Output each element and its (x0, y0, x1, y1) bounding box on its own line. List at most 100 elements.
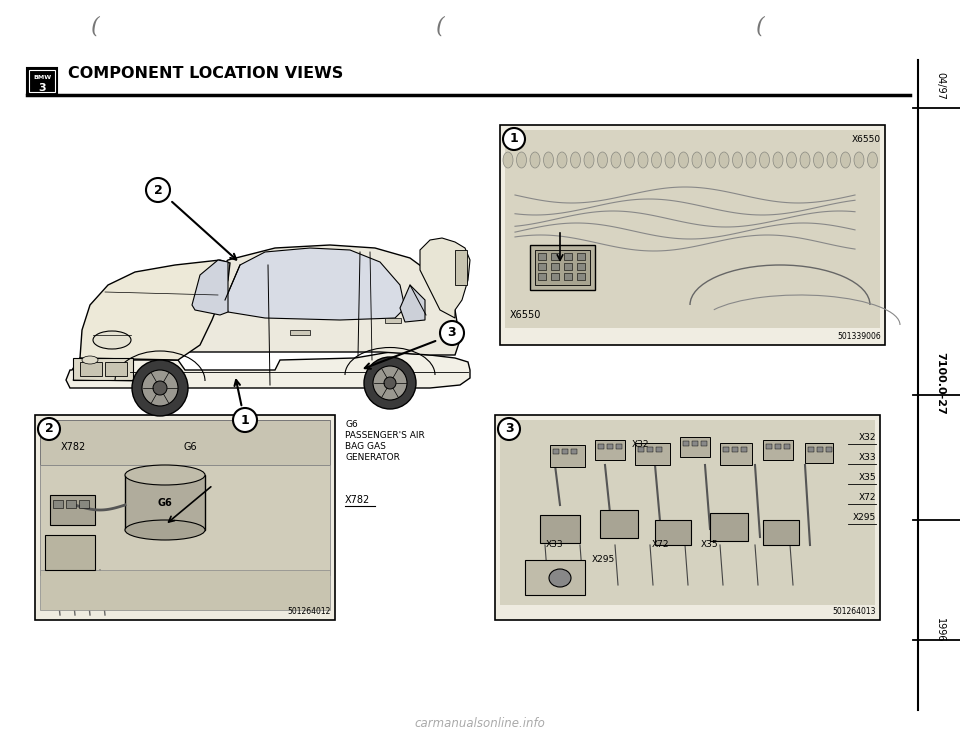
Bar (550, 445, 585, 467)
Bar (40, 420, 330, 465)
Bar (647, 447, 653, 452)
Bar (45, 535, 95, 570)
Text: 1: 1 (510, 132, 518, 146)
Text: X6550: X6550 (852, 135, 881, 144)
Bar (538, 253, 546, 260)
Bar (701, 441, 707, 446)
Ellipse shape (543, 152, 554, 168)
Text: X35: X35 (858, 473, 876, 482)
Ellipse shape (625, 152, 635, 168)
Text: 501264013: 501264013 (832, 607, 876, 616)
Text: 3: 3 (38, 83, 46, 93)
Bar (826, 447, 832, 452)
Polygon shape (192, 260, 228, 315)
Bar (530, 245, 595, 290)
Ellipse shape (530, 152, 540, 168)
Text: PASSENGER'S AIR: PASSENGER'S AIR (345, 431, 424, 440)
Bar (53, 500, 63, 508)
Polygon shape (400, 285, 425, 322)
Bar (73, 358, 133, 380)
Ellipse shape (584, 152, 594, 168)
Bar (763, 440, 793, 460)
Bar (551, 273, 559, 280)
Bar (562, 449, 568, 454)
Bar (775, 444, 781, 449)
Bar (79, 500, 89, 508)
Bar (551, 253, 559, 260)
Ellipse shape (746, 152, 756, 168)
Ellipse shape (516, 152, 526, 168)
Polygon shape (80, 260, 230, 360)
Text: X6550: X6550 (510, 310, 541, 320)
Circle shape (503, 128, 525, 150)
Bar (710, 513, 748, 541)
Circle shape (498, 418, 520, 440)
Circle shape (38, 418, 60, 440)
Text: 501339006: 501339006 (837, 332, 881, 341)
Bar (500, 125, 885, 345)
Bar (598, 444, 604, 449)
Ellipse shape (549, 569, 571, 587)
Bar (808, 447, 814, 452)
Bar (577, 263, 585, 270)
Bar (607, 444, 613, 449)
Bar (692, 441, 698, 446)
Ellipse shape (827, 152, 837, 168)
Bar (720, 443, 752, 465)
Text: 1: 1 (241, 414, 250, 426)
Bar (553, 449, 559, 454)
Bar (683, 441, 689, 446)
Polygon shape (80, 245, 460, 360)
Ellipse shape (557, 152, 567, 168)
Text: X72: X72 (858, 493, 876, 502)
Bar (540, 515, 580, 543)
Bar (805, 443, 833, 463)
Bar (105, 362, 127, 376)
Ellipse shape (125, 520, 205, 540)
Bar (571, 449, 577, 454)
Polygon shape (225, 248, 405, 320)
Ellipse shape (732, 152, 742, 168)
Ellipse shape (854, 152, 864, 168)
Bar (505, 130, 880, 328)
Circle shape (132, 360, 188, 416)
Ellipse shape (638, 152, 648, 168)
Ellipse shape (652, 152, 661, 168)
Text: BAG GAS: BAG GAS (345, 442, 386, 451)
Ellipse shape (773, 152, 783, 168)
Text: G6: G6 (183, 442, 197, 452)
Bar (680, 437, 710, 457)
Bar (635, 443, 670, 465)
Bar (538, 273, 546, 280)
Text: (: ( (90, 15, 99, 37)
Bar (600, 510, 638, 538)
Text: X782: X782 (60, 442, 85, 452)
Bar (564, 273, 572, 280)
Text: GENERATOR: GENERATOR (345, 453, 400, 462)
Bar (766, 444, 772, 449)
Text: X782: X782 (345, 495, 371, 505)
Bar (741, 447, 747, 452)
Ellipse shape (719, 152, 729, 168)
Bar (40, 465, 330, 575)
Bar (616, 444, 622, 449)
Bar (564, 263, 572, 270)
Polygon shape (66, 352, 470, 388)
Bar (27, 68, 57, 94)
Bar (656, 447, 662, 452)
Text: X33: X33 (546, 540, 564, 549)
Bar (495, 415, 880, 620)
Text: G6: G6 (157, 498, 173, 508)
Bar (638, 447, 644, 452)
Text: BMW: BMW (33, 75, 51, 80)
Polygon shape (420, 238, 470, 318)
Bar (80, 362, 102, 376)
Circle shape (373, 366, 407, 400)
Ellipse shape (786, 152, 797, 168)
Circle shape (384, 377, 396, 389)
Text: X295: X295 (591, 555, 614, 564)
Circle shape (440, 321, 464, 345)
Text: (: ( (756, 15, 764, 37)
Bar (595, 440, 625, 460)
Ellipse shape (93, 331, 131, 349)
